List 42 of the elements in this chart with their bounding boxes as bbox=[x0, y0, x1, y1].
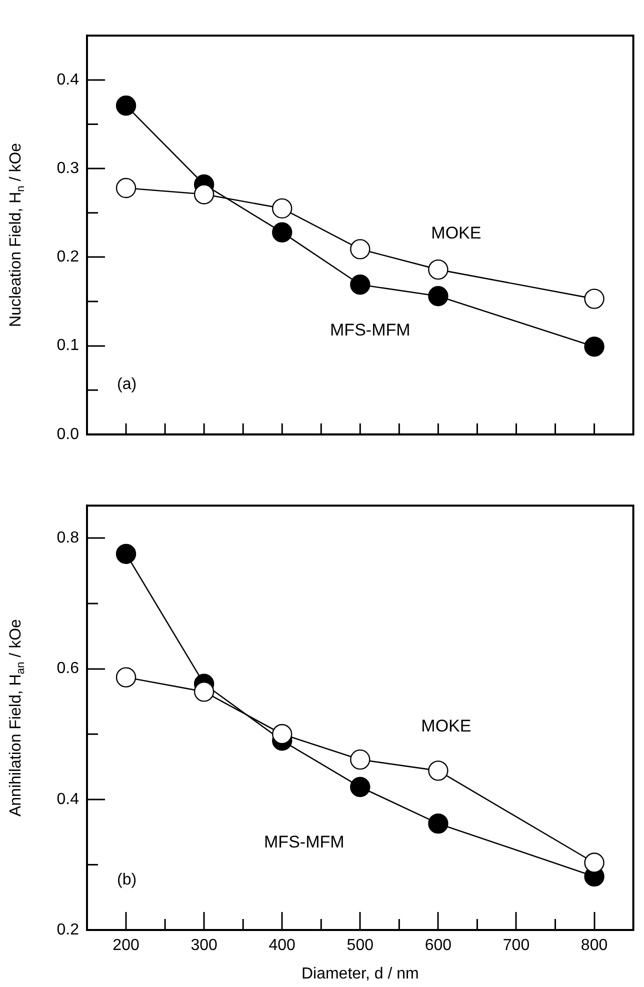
series-label: MOKE bbox=[431, 223, 482, 242]
y-tick-label: 0.6 bbox=[56, 660, 80, 678]
point bbox=[272, 724, 292, 744]
point bbox=[350, 776, 370, 798]
series-label: MOKE bbox=[421, 716, 472, 736]
point bbox=[428, 259, 448, 280]
x-tick-label: 400 bbox=[268, 937, 296, 954]
point bbox=[350, 274, 370, 295]
point bbox=[350, 239, 370, 260]
y-tick-label: 0.3 bbox=[56, 160, 80, 177]
y-axis-title: Annihilation Field, Han / kOe bbox=[7, 618, 27, 817]
x-tick-label: 500 bbox=[346, 937, 374, 954]
point bbox=[350, 749, 370, 770]
y-tick-label: 0.4 bbox=[56, 71, 80, 88]
point bbox=[194, 184, 214, 204]
x-tick-label: 600 bbox=[424, 937, 452, 954]
y-tick-label: 0.1 bbox=[56, 337, 80, 354]
point bbox=[194, 682, 214, 702]
y-tick-label: 0.0 bbox=[56, 426, 80, 443]
point bbox=[116, 96, 136, 116]
y-axis-title: Nucleation Field, Hn / kOe bbox=[7, 142, 27, 328]
y-tick-label: 0.2 bbox=[56, 921, 80, 938]
point bbox=[584, 852, 604, 873]
x-tick-label: 700 bbox=[502, 937, 530, 954]
x-axis-title: Diameter, d / nm bbox=[301, 965, 419, 982]
point bbox=[428, 813, 448, 834]
point bbox=[272, 198, 292, 219]
annotation: (b) bbox=[117, 871, 137, 888]
y-tick-label: 0.2 bbox=[56, 248, 80, 266]
x-tick-label: 800 bbox=[580, 937, 608, 954]
point bbox=[272, 222, 292, 242]
series-label: MFS-MFM bbox=[330, 320, 410, 340]
x-tick-label: 200 bbox=[112, 937, 140, 954]
point bbox=[428, 760, 448, 781]
annotation: (a) bbox=[117, 376, 137, 393]
y-tick-label: 0.4 bbox=[56, 790, 80, 808]
y-tick-label: 0.8 bbox=[56, 530, 80, 547]
x-tick-label: 300 bbox=[190, 937, 218, 954]
point bbox=[116, 544, 136, 564]
text: MFS-MFM bbox=[264, 832, 344, 852]
point bbox=[584, 336, 604, 357]
point bbox=[428, 286, 448, 306]
